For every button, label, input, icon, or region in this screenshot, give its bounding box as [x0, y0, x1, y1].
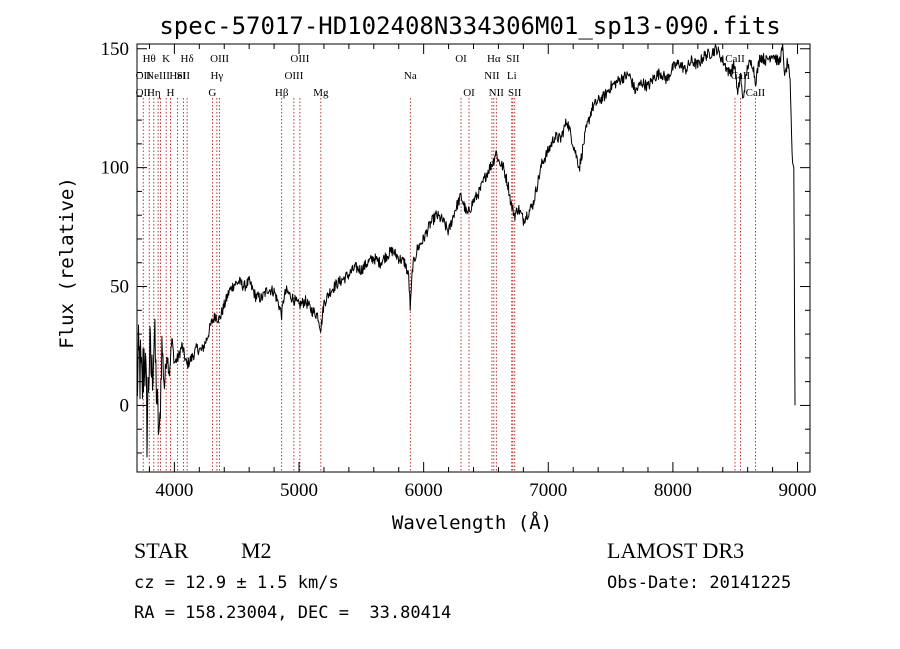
- line-label: SII: [177, 70, 191, 82]
- line-label: Hθ: [143, 53, 156, 65]
- line-label: G: [208, 87, 216, 99]
- line-label: SII: [506, 53, 520, 65]
- x-tick-label: 9000: [779, 480, 817, 501]
- x-tick-label: 7000: [529, 480, 567, 501]
- x-tick-label: 6000: [405, 480, 443, 501]
- x-tick-label: 8000: [654, 480, 692, 501]
- line-label: CaII: [725, 53, 745, 65]
- line-label: SII: [508, 87, 522, 99]
- line-label: NII: [489, 87, 505, 99]
- line-label: Na: [404, 70, 417, 82]
- line-label: H: [167, 87, 175, 99]
- line-label: OI: [455, 53, 467, 65]
- line-label: OI: [463, 87, 475, 99]
- y-tick-label: 0: [120, 395, 130, 416]
- line-label: CaII: [746, 87, 766, 99]
- line-label: OIII: [290, 53, 309, 65]
- line-label: OIII: [284, 70, 303, 82]
- object-subclass: M2: [241, 538, 272, 563]
- chart-title: spec-57017-HD102408N334306M01_sp13-090.f…: [159, 12, 780, 40]
- spectral-line-labels: OIIOIIHθHηNeIIIKHHeISIIHδGHγOIIIHβOIIIOI…: [136, 53, 766, 99]
- line-label: NII: [484, 70, 500, 82]
- y-tick-label: 150: [101, 39, 130, 60]
- line-label: Li: [507, 70, 517, 82]
- y-axis-label: Flux (relative): [56, 177, 78, 349]
- line-label: Hδ: [181, 53, 194, 65]
- axis-ticks: 4000 5000 6000 7000 8000 9000 0 50 100 150: [101, 39, 817, 501]
- observation-date: Obs-Date: 20141225: [607, 573, 792, 593]
- ra-dec-coordinates: RA = 158.23004, DEC = 33.80414: [134, 603, 452, 623]
- line-label: Hη: [147, 87, 161, 99]
- line-label: HeI: [169, 70, 186, 82]
- y-tick-label: 50: [110, 277, 129, 298]
- line-label: Hγ: [210, 70, 223, 82]
- line-label: NeIII: [146, 70, 170, 82]
- redshift-cz: cz = 12.9 ± 1.5 km/s: [134, 573, 339, 593]
- plot-frame: [136, 43, 811, 473]
- line-label: K: [162, 53, 170, 65]
- x-tick-label: 4000: [155, 480, 193, 501]
- line-label: Hα: [487, 53, 501, 65]
- spectral-line-markers: [142, 98, 756, 472]
- x-axis-label: Wavelength (Å): [392, 511, 552, 534]
- line-label: Mg: [313, 87, 329, 99]
- line-label: Hβ: [275, 87, 289, 99]
- object-class: STAR: [134, 538, 189, 563]
- x-tick-label: 5000: [280, 480, 318, 501]
- line-label: OIII: [210, 53, 229, 65]
- survey-name: LAMOST DR3: [607, 538, 745, 563]
- spectrum-series-line: [136, 43, 796, 458]
- y-tick-label: 100: [101, 158, 130, 179]
